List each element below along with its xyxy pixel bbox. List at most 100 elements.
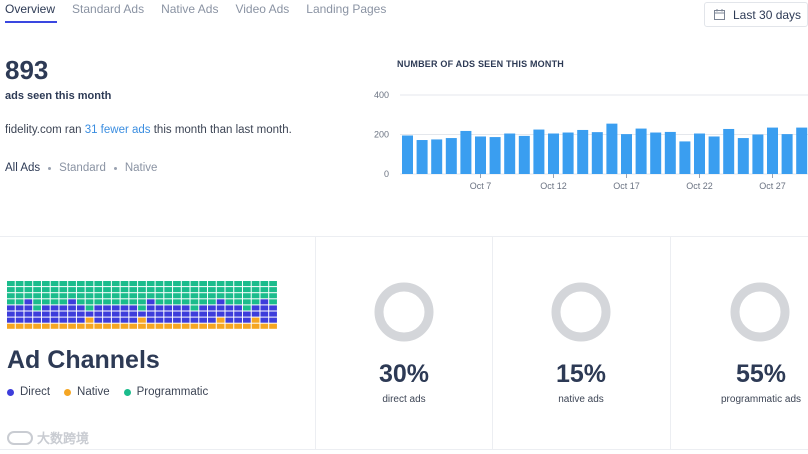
waffle-cell xyxy=(260,281,269,287)
waffle-cell xyxy=(85,323,94,329)
tab-video-ads[interactable]: Video Ads xyxy=(235,2,290,16)
waffle-cell xyxy=(155,293,164,299)
waffle-cell xyxy=(33,293,41,299)
waffle-cell xyxy=(173,281,181,287)
direct-donut xyxy=(374,282,434,342)
watermark-text: 大数跨境 xyxy=(37,431,90,446)
waffle-cell xyxy=(129,293,138,299)
waffle-cell xyxy=(24,311,33,317)
waffle-cell xyxy=(199,323,208,329)
waffle-cell xyxy=(76,323,85,329)
waffle-cell xyxy=(50,305,59,311)
waffle-cell xyxy=(15,323,24,329)
comparison-sentence: fidelity.com ran 31 fewer ads this month… xyxy=(5,124,292,136)
waffle-cell xyxy=(234,323,242,329)
waffle-cell xyxy=(41,311,50,317)
y-tick-label: 400 xyxy=(374,90,389,100)
separator-dot xyxy=(48,166,52,170)
ads-count-label: ads seen this month xyxy=(5,90,112,102)
waffle-cell xyxy=(199,305,208,311)
programmatic-pct: 55% xyxy=(735,360,787,388)
bar xyxy=(606,123,618,174)
waffle-cell xyxy=(59,299,68,305)
x-tick-label: Oct 22 xyxy=(686,181,713,191)
waffle-cell xyxy=(7,323,15,329)
waffle-cell xyxy=(15,293,24,299)
waffle-cell xyxy=(164,317,173,323)
waffle-cell xyxy=(251,311,260,317)
waffle-cell xyxy=(7,299,15,305)
waffle-cell xyxy=(155,317,164,323)
waffle-cell xyxy=(242,317,251,323)
channel-waffle-grid xyxy=(7,281,277,329)
waffle-cell xyxy=(103,305,111,311)
waffle-cell xyxy=(94,281,103,287)
waffle-cell xyxy=(15,299,24,305)
waffle-cell xyxy=(94,317,103,323)
waffle-cell xyxy=(269,287,277,293)
filter-native[interactable]: Native xyxy=(124,162,158,174)
y-tick-label: 200 xyxy=(374,130,389,140)
waffle-cell xyxy=(164,305,173,311)
legend-label: Programmatic xyxy=(136,386,209,398)
waffle-cell xyxy=(50,281,59,287)
tab-standard-ads[interactable]: Standard Ads xyxy=(72,2,145,16)
waffle-cell xyxy=(242,305,251,311)
bar xyxy=(752,134,764,174)
waffle-cell xyxy=(94,323,103,329)
bar xyxy=(402,135,413,174)
waffle-cell xyxy=(103,281,111,287)
waffle-cell xyxy=(190,305,199,311)
bar xyxy=(489,137,501,174)
filter-standard[interactable]: Standard xyxy=(59,162,106,174)
waffle-cell xyxy=(111,317,120,323)
waffle-cell xyxy=(85,305,94,311)
bar xyxy=(708,136,720,174)
waffle-cell xyxy=(7,311,15,317)
waffle-cell xyxy=(181,311,190,317)
filter-all-ads[interactable]: All Ads xyxy=(5,162,41,174)
waffle-cell xyxy=(146,311,155,317)
bar xyxy=(723,128,735,174)
direct-pct: 30% xyxy=(378,360,430,388)
waffle-cell xyxy=(120,311,129,317)
bar xyxy=(781,134,793,174)
waffle-cell xyxy=(155,311,164,317)
waffle-cell xyxy=(94,311,103,317)
tab-bar: Overview Standard Ads Native Ads Video A… xyxy=(5,2,403,23)
waffle-cell xyxy=(260,287,269,293)
waffle-cell xyxy=(103,311,111,317)
waffle-cell xyxy=(234,317,242,323)
waffle-cell xyxy=(24,299,33,305)
section-divider xyxy=(0,236,808,237)
tab-overview[interactable]: Overview xyxy=(5,2,56,16)
waffle-cell xyxy=(7,317,15,323)
waffle-cell xyxy=(68,287,76,293)
waffle-cell xyxy=(85,311,94,317)
waffle-cell xyxy=(269,311,277,317)
waffle-cell xyxy=(199,299,208,305)
separator-dot xyxy=(113,166,117,170)
programmatic-donut xyxy=(730,282,790,342)
waffle-cell xyxy=(208,299,216,305)
date-range-label: Last 30 days xyxy=(733,7,802,22)
legend-label: Direct xyxy=(20,386,51,398)
bar xyxy=(577,129,589,174)
waffle-cell xyxy=(234,311,242,317)
legend-item-direct: Direct xyxy=(7,386,50,398)
donut-track xyxy=(730,282,790,342)
waffle-cell xyxy=(146,323,155,329)
waffle-cell xyxy=(181,299,190,305)
waffle-cell xyxy=(164,323,173,329)
waffle-cell xyxy=(41,299,50,305)
tab-landing-pages[interactable]: Landing Pages xyxy=(306,2,387,16)
tab-native-ads[interactable]: Native Ads xyxy=(161,2,219,16)
waffle-cell xyxy=(146,299,155,305)
bar xyxy=(548,133,559,174)
waffle-cell xyxy=(129,287,138,293)
date-range-button[interactable]: Last 30 days xyxy=(704,2,808,27)
waffle-cell xyxy=(33,317,41,323)
waffle-cell xyxy=(155,299,164,305)
waffle-cell xyxy=(103,317,111,323)
ad-type-filter: All Ads Standard Native xyxy=(5,162,157,174)
